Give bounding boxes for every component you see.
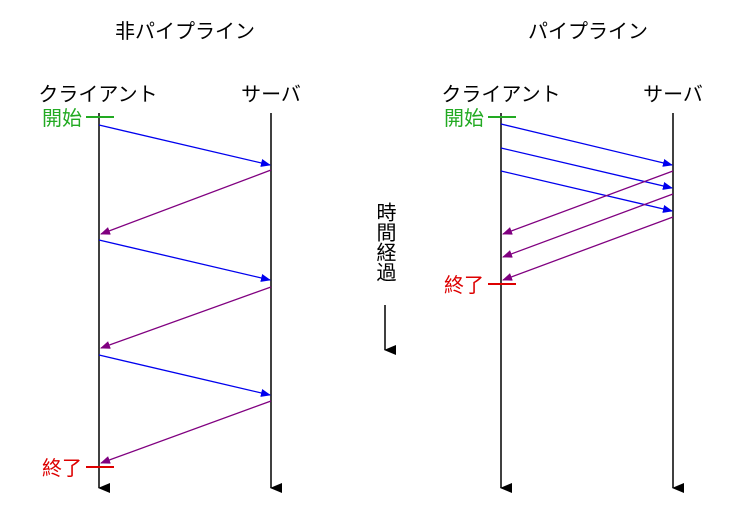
response-arrow xyxy=(100,169,272,235)
time-label: 時間経過 xyxy=(373,202,397,282)
response-arrow xyxy=(100,400,272,464)
right-start-label: 開始 xyxy=(444,106,484,130)
right-title: パイプライン xyxy=(528,19,648,43)
left-start-label: 開始 xyxy=(42,106,82,130)
left-title: 非パイプライン xyxy=(115,19,255,43)
left-server-label: サーバ xyxy=(241,82,301,106)
response-arrow xyxy=(502,193,674,258)
right-client-label: クライアント xyxy=(441,82,560,106)
request-arrow xyxy=(500,123,673,167)
request-arrow xyxy=(98,354,271,397)
response-arrow xyxy=(502,170,674,235)
left-client-label: クライアント xyxy=(38,82,157,106)
request-arrow xyxy=(500,147,673,190)
request-arrow xyxy=(500,170,673,213)
request-arrow xyxy=(98,124,271,167)
right-server-label: サーバ xyxy=(643,82,703,106)
right-end-label: 終了 xyxy=(444,273,484,297)
response-arrow xyxy=(100,286,272,349)
left-end-label: 終了 xyxy=(42,456,82,480)
response-arrow xyxy=(502,216,674,281)
request-arrow xyxy=(98,239,271,282)
